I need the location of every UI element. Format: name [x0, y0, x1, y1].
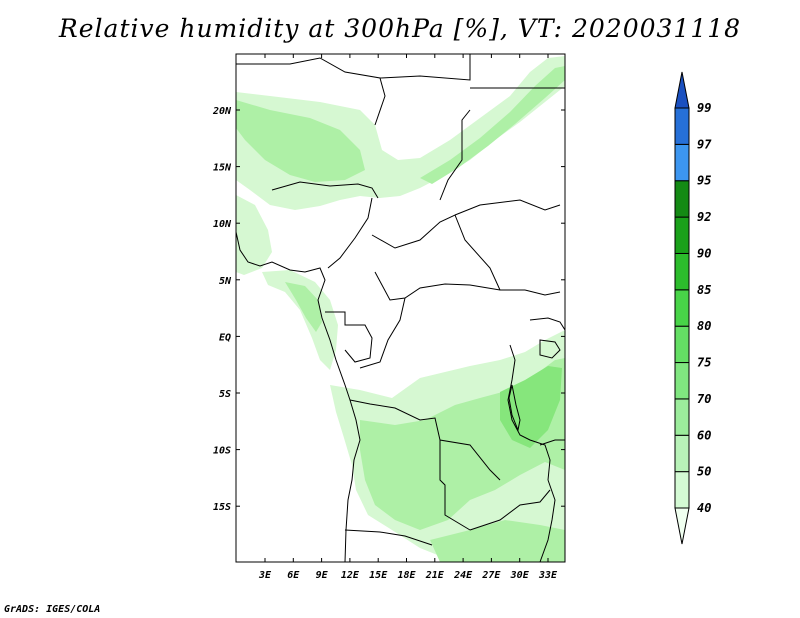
colorbar-label: 99 [697, 101, 711, 115]
axis-ticks [236, 54, 565, 562]
rh-area-southeast [430, 520, 565, 562]
lon-tick-label: 6E [287, 570, 300, 581]
colorbar-bin [674, 216, 690, 254]
colorbar-bin [674, 252, 690, 291]
coastline-west [236, 231, 361, 562]
colorbar-label: 40 [697, 501, 711, 515]
colorbar-label: 75 [697, 356, 711, 370]
border-zambia [469, 489, 551, 531]
map-title: Relative humidity at 300hPa [%], VT: 202… [58, 14, 742, 43]
lat-tick-label: 15N [213, 163, 232, 174]
lon-tick-label: 24E [453, 570, 473, 581]
border-car-congo [374, 271, 525, 301]
border-chad-car [371, 214, 501, 291]
colorbar-label: 85 [697, 283, 711, 297]
rh-area-gulf [262, 270, 338, 370]
rh-area-ne-streak [420, 66, 565, 184]
lake-victoria [539, 339, 561, 359]
rh-area-north-core [236, 100, 365, 182]
lon-tick-label: 15E [369, 570, 388, 581]
lat-tick-label: 10N [213, 219, 232, 230]
border-tanzania [539, 439, 565, 446]
rh-area-gulf-mid [285, 282, 322, 332]
colorbar-bin [674, 289, 690, 327]
colorbar-max-arrow [674, 71, 690, 109]
lake-tanganyika [508, 384, 521, 432]
colorbar-bin [674, 471, 690, 509]
border-east-lakes [507, 344, 551, 481]
border-nigeria-cameroon [327, 197, 373, 269]
lon-tick-label: 9E [316, 570, 329, 581]
lat-tick-label: 10S [213, 446, 231, 457]
border-drc-north [524, 289, 561, 296]
colorbar-label: 50 [697, 465, 711, 479]
lat-tick-label: 5N [219, 276, 232, 287]
lat-tick-label: 5S [219, 389, 231, 400]
grads-credit: GrADS: IGES/COLA [4, 604, 101, 615]
lon-tick-label: 12E [341, 570, 360, 581]
colorbar-label: 70 [697, 392, 711, 406]
colorbar-min-arrow [674, 507, 690, 545]
lon-axis-labels: 3E 6E 9E 12E 15E 18E 21E 24E 27E 30E 33E [258, 570, 558, 581]
lon-tick-label: 30E [510, 570, 530, 581]
colorbar-label: 80 [697, 319, 711, 333]
lat-tick-label: 15S [213, 502, 231, 513]
border-mozambique [539, 479, 556, 562]
colorbar-bin [674, 362, 690, 400]
lat-tick-label: EQ [219, 332, 231, 343]
border-congo-drc [359, 297, 406, 369]
colorbar-label: 95 [697, 174, 711, 188]
humidity-shading [236, 56, 565, 562]
border-angola-zambia [439, 440, 471, 531]
lat-axis-labels: 20N 15N 10N 5N EQ 5S 10S 15S [212, 106, 232, 513]
border-mali-algeria [236, 57, 386, 126]
lon-tick-label: 18E [397, 570, 416, 581]
colorbar-bin [674, 434, 690, 473]
colorbar-label: 92 [697, 210, 711, 224]
border-gabon [325, 311, 373, 363]
colorbar-bin [674, 325, 690, 364]
colorbar: 40 50 60 70 75 80 85 90 92 95 97 99 [674, 71, 712, 545]
lon-tick-label: 33E [538, 570, 558, 581]
border-libya-chad [439, 109, 471, 201]
lon-tick-label: 27E [481, 570, 501, 581]
lon-tick-label: 21E [425, 570, 445, 581]
lon-tick-label: 3E [258, 570, 272, 581]
border-uganda-kenya [529, 317, 565, 331]
border-angola-drc [349, 399, 501, 481]
lat-tick-label: 20N [212, 106, 232, 117]
colorbar-bin [674, 107, 690, 145]
colorbar-bin [674, 143, 690, 182]
colorbar-label: 60 [697, 428, 711, 442]
border-nigeria-north [271, 181, 379, 199]
border-angola-namibia [344, 529, 433, 546]
colorbar-label: 90 [697, 246, 711, 260]
colorbar-label: 97 [697, 137, 712, 151]
colorbar-bin [674, 398, 690, 436]
map-frame [235, 53, 566, 563]
colorbar-bin [674, 180, 690, 218]
borders [236, 54, 565, 562]
border-niger [379, 54, 471, 81]
rh-area-west-coast [236, 195, 272, 275]
border-sudan-south [454, 199, 561, 216]
